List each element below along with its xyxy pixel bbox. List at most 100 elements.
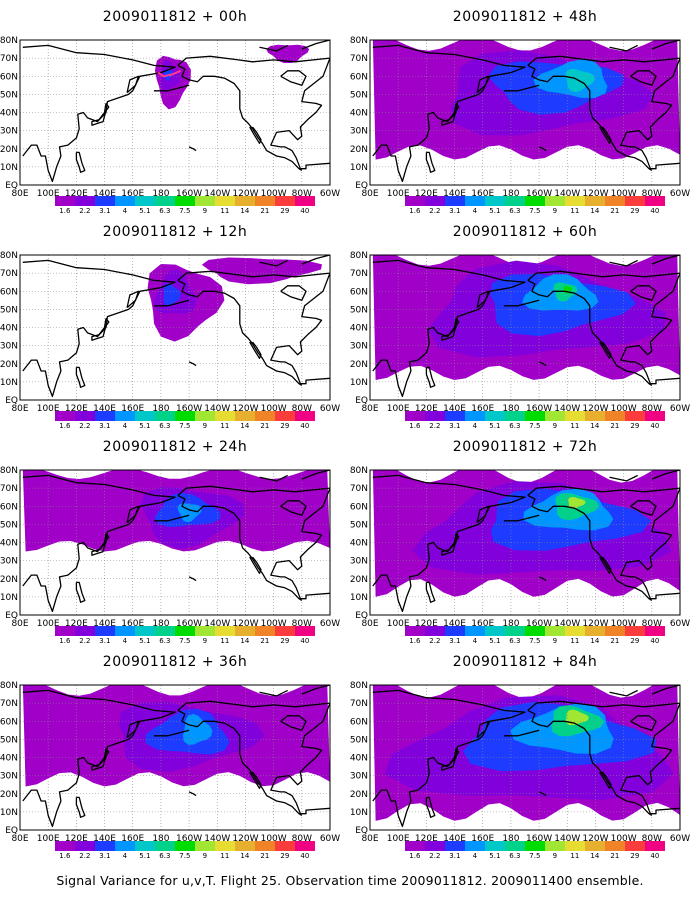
coastline	[441, 318, 460, 341]
colorbar-label: 14	[240, 207, 250, 215]
colorbar-swatch	[625, 411, 645, 421]
colorbar-label: 6.3	[159, 207, 171, 215]
coastline	[372, 474, 526, 613]
lon-tick-label: 100W	[261, 189, 287, 199]
colorbar-label: 29	[280, 207, 290, 215]
coastline	[609, 689, 638, 697]
lat-tick-label: 50N	[0, 735, 18, 745]
colorbar-swatch	[465, 411, 485, 421]
colorbar-label: 40	[650, 852, 660, 860]
colorbar-label: 3.1	[99, 637, 111, 645]
lon-tick-label: 120E	[65, 619, 88, 629]
colorbar-swatch	[585, 841, 605, 851]
lat-tick-label: 20N	[0, 790, 18, 800]
coastline	[259, 44, 288, 52]
lat-tick-label: 10N	[350, 163, 368, 173]
lat-tick-label: 70N	[0, 269, 18, 279]
coastline	[301, 470, 330, 480]
coastline	[126, 505, 140, 524]
colorbar-label: 40	[300, 422, 310, 430]
coastline	[599, 771, 612, 789]
colorbar-label: 21	[610, 637, 620, 645]
lat-tick-label: 60N	[0, 502, 18, 512]
colorbar-swatch	[505, 626, 525, 636]
colorbar-swatch	[55, 411, 75, 421]
lat-tick-label: 50N	[350, 305, 368, 315]
colorbar-swatch	[645, 626, 665, 636]
lon-tick-label: 100E	[37, 619, 60, 629]
lon-tick-label: 100W	[261, 834, 287, 844]
colorbar-swatch	[505, 841, 525, 851]
lat-tick-label: 70N	[0, 484, 18, 494]
lon-tick-label: 60W	[320, 404, 340, 414]
lat-tick-label: 60N	[350, 72, 368, 82]
coastline	[259, 259, 288, 267]
lon-tick-label: 160E	[121, 189, 144, 199]
lon-tick-label: 60W	[670, 189, 690, 199]
coastline	[280, 715, 307, 731]
colorbar-swatch	[195, 626, 215, 636]
colorbar-label: 7.5	[529, 637, 541, 645]
lat-tick-label: 70N	[350, 54, 368, 64]
colorbar-swatch	[215, 626, 235, 636]
lat-tick-label: 70N	[350, 269, 368, 279]
colorbar-label: 5.1	[489, 422, 501, 430]
lon-tick-label: 180	[152, 619, 169, 629]
colorbar-swatch	[155, 841, 175, 851]
colorbar-swatch	[625, 196, 645, 206]
colorbar: 1.6 2.2 3.1 4 5.1 6.3 7.5 9 11 14 21 29 40	[55, 841, 315, 867]
lon-tick-label: 60W	[320, 834, 340, 844]
lon-tick-label: 120E	[415, 834, 438, 844]
variance-contour	[182, 713, 213, 745]
colorbar-label: 3.1	[449, 852, 461, 860]
lat-tick-label: 40N	[350, 539, 368, 549]
colorbar-swatch	[605, 196, 625, 206]
colorbar-label: 4	[122, 422, 128, 430]
colorbar-label: 29	[280, 852, 290, 860]
lon-tick-label: 120W	[232, 189, 258, 199]
coastline	[538, 146, 547, 152]
colorbar: 1.6 2.2 3.1 4 5.1 6.3 7.5 9 11 14 21 29 40	[55, 626, 315, 652]
colorbar-swatch	[215, 841, 235, 851]
lon-tick-label: 140W	[204, 404, 230, 414]
lon-tick-label: 140W	[204, 834, 230, 844]
colorbar-swatch	[235, 626, 255, 636]
colorbar-swatch	[525, 411, 545, 421]
forecast-panel: 2009011812 + 48h 80N 70N 60N 50N 40N 30N 20N 10N…	[350, 0, 700, 220]
colorbar-label: 3.1	[99, 852, 111, 860]
colorbar-label: 5.1	[489, 637, 501, 645]
coastline	[651, 40, 680, 50]
lon-tick-label: 160W	[176, 189, 202, 199]
coastline	[503, 84, 540, 92]
coastline	[153, 299, 190, 307]
colorbar-swatch	[295, 411, 315, 421]
colorbar-label: 1.6	[409, 422, 421, 430]
colorbar-swatch	[605, 411, 625, 421]
colorbar-label: 9	[202, 207, 208, 215]
colorbar-swatch	[485, 196, 505, 206]
colorbar-label: 9	[552, 852, 558, 860]
colorbar-swatch	[255, 626, 275, 636]
colorbar-swatch	[215, 196, 235, 206]
colorbar-label: 21	[610, 852, 620, 860]
lon-tick-label: 60W	[670, 834, 690, 844]
lon-tick-label: 120W	[232, 619, 258, 629]
coastline	[630, 285, 657, 301]
colorbar-label: 29	[280, 637, 290, 645]
lon-tick-label: 140W	[554, 189, 580, 199]
lon-tick-label: 100E	[387, 834, 410, 844]
colorbar-swatch	[115, 411, 135, 421]
colorbar-label: 1.6	[59, 637, 71, 645]
coastline	[177, 279, 303, 387]
colorbar-label: 14	[590, 422, 600, 430]
colorbar-swatch	[645, 841, 665, 851]
colorbar-swatch	[295, 626, 315, 636]
lon-tick-label: 80W	[642, 834, 662, 844]
colorbar-label: 11	[570, 637, 580, 645]
coastline	[599, 341, 612, 359]
colorbar-swatch	[195, 841, 215, 851]
lon-tick-label: 140E	[443, 404, 466, 414]
colorbar-label: 9	[202, 852, 208, 860]
coastline	[441, 748, 460, 771]
